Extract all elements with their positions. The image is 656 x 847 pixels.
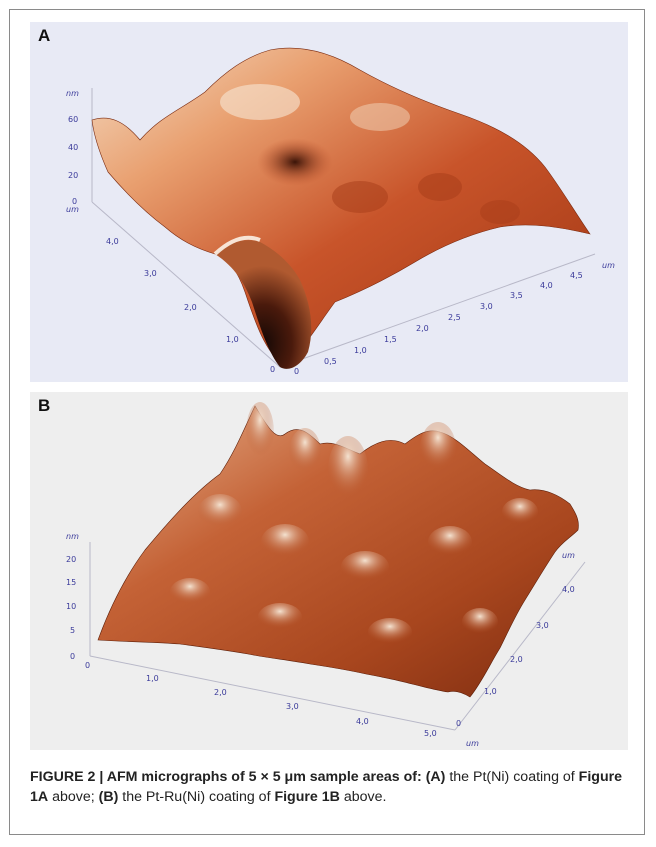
caption-ref-b: Figure 1B xyxy=(274,789,340,805)
x-tick-b: 4,0 xyxy=(356,717,369,726)
panel-label-b: B xyxy=(38,396,51,415)
afm-panel-a: nm 60 40 20 0 um 4,0 3,0 2,0 1,0 0 0 0,5… xyxy=(30,22,628,382)
y-tick-b: 4,0 xyxy=(562,585,575,594)
y-tick-b: 0 xyxy=(456,719,461,728)
x-tick-a: 2,0 xyxy=(416,324,429,333)
x-unit-a: um xyxy=(602,261,615,270)
x-tick-b: 0 xyxy=(85,661,90,670)
z-tick-b: 0 xyxy=(70,652,75,661)
z-tick-b: 15 xyxy=(66,578,76,587)
z-tick-a: 20 xyxy=(68,171,78,180)
x-tick-a: 4,5 xyxy=(570,271,583,280)
x-unit-b: um xyxy=(466,739,479,748)
z-tick-b: 5 xyxy=(70,626,75,635)
x-tick-b: 2,0 xyxy=(214,688,227,697)
caption-text: the Pt-Ru(Ni) coating of xyxy=(118,789,275,805)
afm-surface-b: nm 20 15 10 5 0 0 1,0 2,0 3,0 4,0 5,0 0 … xyxy=(66,402,586,748)
figure-caption: FIGURE 2 | AFM micrographs of 5 × 5 μm s… xyxy=(30,767,640,807)
x-tick-a: 0 xyxy=(294,367,299,376)
z-tick-b: 20 xyxy=(66,555,76,564)
caption-label-a: (A) xyxy=(425,769,446,785)
afm-panel-b: nm 20 15 10 5 0 0 1,0 2,0 3,0 4,0 5,0 0 … xyxy=(30,392,628,750)
caption-text: above; xyxy=(48,789,99,805)
y-unit-a: um xyxy=(66,205,79,214)
x-tick-a: 4,0 xyxy=(540,281,553,290)
x-tick-a: 1,5 xyxy=(384,335,397,344)
y-tick-a: 4,0 xyxy=(106,237,119,246)
y-tick-a: 1,0 xyxy=(226,335,239,344)
y-tick-b: 1,0 xyxy=(484,687,497,696)
caption-lead: FIGURE 2 | AFM micrographs of 5 × 5 μm s… xyxy=(30,769,422,785)
x-tick-a: 2,5 xyxy=(448,313,461,322)
y-unit-b: um xyxy=(562,551,575,560)
caption-label-b: (B) xyxy=(98,789,119,805)
x-tick-b: 3,0 xyxy=(286,702,299,711)
x-tick-b: 1,0 xyxy=(146,674,159,683)
y-tick-b: 3,0 xyxy=(536,621,549,630)
z-unit-b: nm xyxy=(66,532,79,541)
caption-ref-a: Figure 1A xyxy=(30,769,623,805)
x-tick-a: 3,5 xyxy=(510,291,523,300)
z-unit-a: nm xyxy=(66,89,79,98)
caption-text: above. xyxy=(339,789,387,805)
z-tick-a: 60 xyxy=(68,115,78,124)
y-tick-b: 2,0 xyxy=(510,655,523,664)
panel-label-a: A xyxy=(38,26,51,45)
afm-surface-a: nm 60 40 20 0 um 4,0 3,0 2,0 1,0 0 0 0,5… xyxy=(66,47,615,376)
y-tick-a: 2,0 xyxy=(184,303,197,312)
z-tick-a: 0 xyxy=(72,197,77,206)
z-tick-b: 10 xyxy=(66,602,76,611)
y-tick-a: 3,0 xyxy=(144,269,157,278)
x-tick-b: 5,0 xyxy=(424,729,437,738)
caption-text: the Pt(Ni) coating of xyxy=(445,769,579,785)
x-tick-a: 3,0 xyxy=(480,302,493,311)
x-tick-a: 0,5 xyxy=(324,357,337,366)
x-tick-a: 1,0 xyxy=(354,346,367,355)
y-tick-a: 0 xyxy=(270,365,275,374)
z-tick-a: 40 xyxy=(68,143,78,152)
